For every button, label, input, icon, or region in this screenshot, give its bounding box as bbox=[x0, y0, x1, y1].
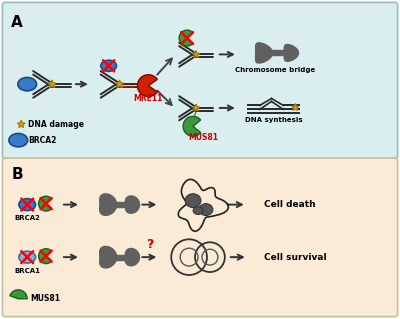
Text: Cell survival: Cell survival bbox=[264, 253, 326, 262]
Wedge shape bbox=[138, 75, 157, 97]
Text: MUS81: MUS81 bbox=[30, 294, 60, 303]
Ellipse shape bbox=[19, 199, 36, 211]
Wedge shape bbox=[179, 30, 193, 46]
Ellipse shape bbox=[199, 204, 213, 216]
Wedge shape bbox=[39, 249, 52, 263]
Text: Cell death: Cell death bbox=[264, 200, 315, 209]
Wedge shape bbox=[183, 116, 201, 136]
Polygon shape bbox=[256, 43, 272, 63]
Text: MRE11: MRE11 bbox=[134, 93, 163, 102]
Polygon shape bbox=[260, 98, 284, 106]
Polygon shape bbox=[100, 246, 117, 268]
Text: BRCA2: BRCA2 bbox=[28, 136, 56, 145]
FancyBboxPatch shape bbox=[2, 158, 398, 317]
Polygon shape bbox=[18, 120, 25, 128]
Polygon shape bbox=[292, 104, 299, 110]
Ellipse shape bbox=[19, 251, 36, 263]
Polygon shape bbox=[125, 249, 140, 266]
Text: B: B bbox=[11, 167, 23, 182]
Polygon shape bbox=[100, 194, 117, 215]
Text: MUS81: MUS81 bbox=[188, 133, 218, 142]
Ellipse shape bbox=[18, 78, 36, 91]
Ellipse shape bbox=[101, 60, 116, 71]
Ellipse shape bbox=[9, 133, 28, 147]
Wedge shape bbox=[39, 196, 52, 211]
Polygon shape bbox=[284, 45, 298, 61]
Text: ?: ? bbox=[146, 238, 153, 251]
Wedge shape bbox=[10, 290, 27, 299]
Ellipse shape bbox=[193, 207, 203, 214]
Text: BRCA1: BRCA1 bbox=[14, 268, 40, 274]
Text: DNA synthesis: DNA synthesis bbox=[245, 117, 302, 123]
Polygon shape bbox=[193, 105, 199, 111]
Polygon shape bbox=[116, 80, 123, 87]
Polygon shape bbox=[125, 196, 140, 213]
Text: A: A bbox=[11, 15, 23, 30]
Polygon shape bbox=[193, 51, 199, 57]
Text: Chromosome bridge: Chromosome bridge bbox=[235, 67, 316, 73]
FancyBboxPatch shape bbox=[2, 2, 398, 159]
Text: BRCA2: BRCA2 bbox=[14, 215, 40, 221]
Text: DNA damage: DNA damage bbox=[28, 120, 84, 129]
Polygon shape bbox=[48, 80, 56, 87]
Ellipse shape bbox=[185, 194, 201, 208]
